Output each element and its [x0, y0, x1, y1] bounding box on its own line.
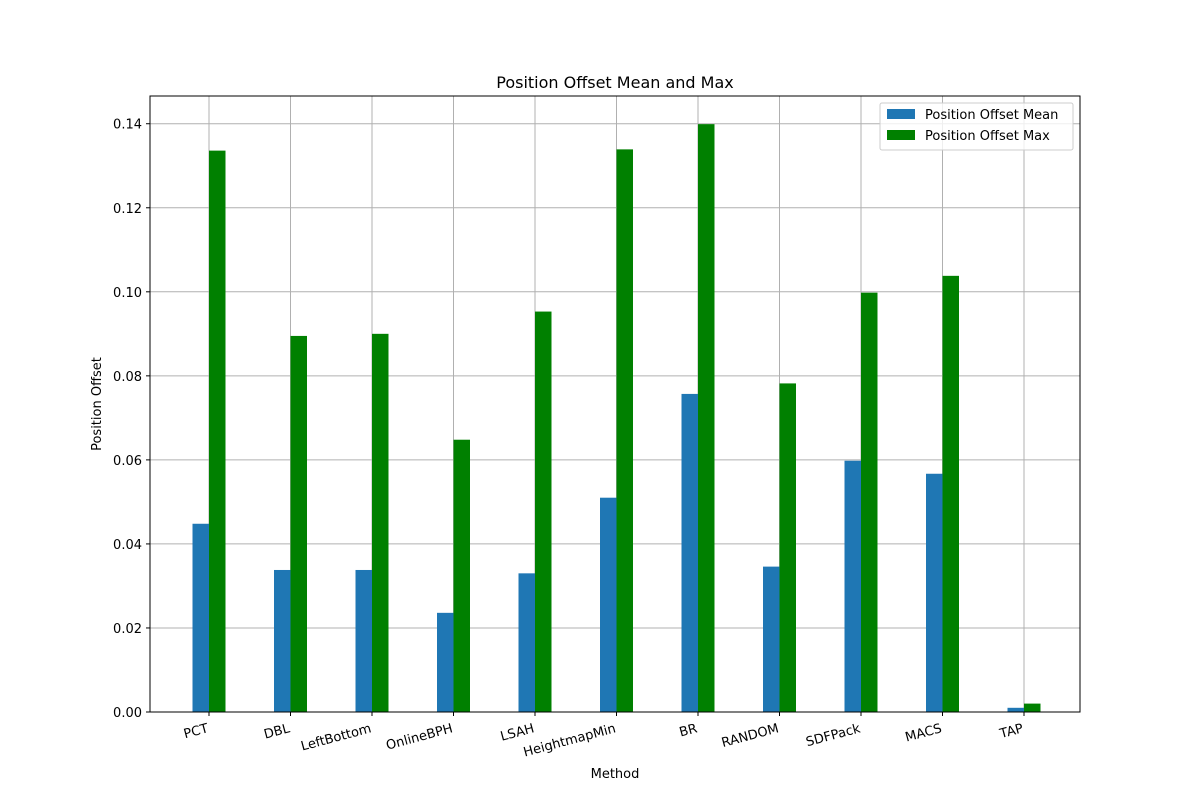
legend-label-max: Position Offset Max	[925, 129, 1050, 144]
x-tick-label: MACS	[904, 721, 944, 745]
legend-swatch-mean	[887, 109, 915, 119]
y-axis-label: Position Offset	[90, 357, 105, 451]
legend-box	[879, 102, 1074, 151]
x-tick-label: OnlineBPH	[385, 721, 455, 753]
x-tick-label: TAP	[997, 721, 1025, 742]
y-tick-label: 0.12	[113, 202, 142, 217]
y-tick-label: 0.08	[113, 370, 142, 385]
bar-position-offset-max	[779, 383, 796, 712]
bars	[192, 124, 1041, 713]
bar-position-offset-max	[209, 150, 226, 713]
chart-title: Position Offset Mean and Max	[496, 73, 733, 92]
plot-frame	[149, 95, 1081, 713]
y-tick-label: 0.02	[113, 622, 142, 637]
bar-position-offset-max	[698, 124, 715, 713]
x-axis-label: Method	[591, 767, 640, 782]
bar-position-offset-mean	[192, 523, 209, 712]
x-tick-label: LeftBottom	[299, 721, 373, 754]
bar-position-offset-max	[861, 292, 878, 712]
bar-position-offset-mean	[274, 569, 291, 712]
bar-position-offset-mean	[926, 473, 943, 712]
bar-position-offset-max	[453, 439, 470, 712]
x-tick-label: DBL	[262, 721, 292, 742]
y-tick-label: 0.14	[113, 118, 142, 133]
x-tick-label: BR	[678, 721, 699, 740]
x-tick-label: PCT	[182, 721, 210, 742]
bar-position-offset-mean	[844, 460, 861, 712]
bar-position-offset-max	[535, 311, 552, 712]
x-tick-label: RANDOM	[720, 721, 780, 751]
bar-position-offset-mean	[355, 569, 372, 712]
x-tick-label: SDFPack	[804, 721, 862, 750]
y-tick-label: 0.06	[113, 454, 142, 469]
bar-position-offset-max	[372, 333, 389, 712]
bar-position-offset-mean	[681, 393, 698, 712]
bar-position-offset-mean	[600, 497, 617, 712]
legend: Position Offset Mean Position Offset Max	[879, 102, 1074, 151]
y-tick-label: 0.04	[113, 538, 142, 553]
bar-position-offset-mean	[518, 573, 535, 712]
y-tick-label: 0.10	[113, 286, 142, 301]
x-axis-ticks: PCT DBL LeftBottom OnlineBPH LSAHHeightmapMi…	[182, 712, 1025, 760]
legend-label-mean: Position Offset Mean	[925, 108, 1058, 123]
x-tick-label: HeightmapMin	[522, 721, 618, 760]
y-axis-ticks: 0.00 0.02 0.04 0.06 0.08 0.10 0.12 0.14	[113, 118, 150, 721]
bar-position-offset-max	[290, 335, 307, 712]
bar-position-offset-max	[1024, 703, 1041, 712]
bar-position-offset-mean	[437, 612, 454, 712]
bar-position-offset-max	[942, 275, 959, 712]
bar-position-offset-max	[616, 149, 633, 712]
x-tick-label: LSAH	[499, 721, 536, 744]
bar-position-offset-mean	[763, 566, 780, 712]
legend-swatch-max	[887, 130, 915, 140]
y-tick-label: 0.00	[113, 706, 142, 721]
bar-position-offset-mean	[1007, 707, 1024, 712]
